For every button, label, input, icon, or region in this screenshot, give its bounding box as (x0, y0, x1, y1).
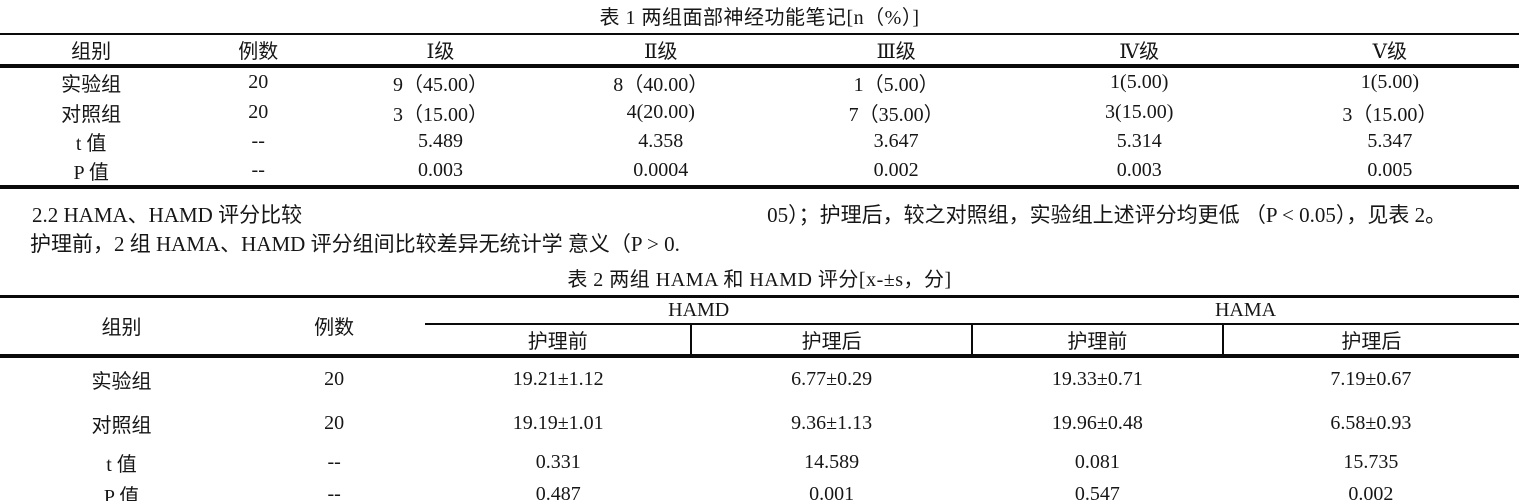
table-cell: 0.547 (1074, 483, 1120, 501)
body-text-line1: 2.2 HAMA、HAMD 评分比较 05）；护理后，较之对照组，实验组上述评分… (0, 201, 1519, 230)
table-cell: 3.647 (873, 130, 919, 152)
table-cell: 5.347 (1367, 130, 1413, 152)
table-cell: -- (251, 130, 265, 152)
table1-header-row: 组别 例数 Ⅰ级 Ⅱ级 Ⅲ级 Ⅳ级 Ⅴ级 (0, 34, 1519, 68)
table-cell: 20 (248, 71, 269, 93)
table-cell: 1（5.00） (853, 74, 939, 96)
table-cell: 19.21±1.12 (512, 367, 604, 390)
table-row-experimental: 实验组 20 19.21±1.12 6.77±0.29 19.33±0.71 7… (0, 356, 1519, 401)
table-cell: 4(20.00) (626, 100, 695, 123)
table-cell: P 值 (103, 486, 140, 501)
table-cell: 20 (324, 367, 345, 390)
body-text-block: 2.2 HAMA、HAMD 评分比较 05）；护理后，较之对照组，实验组上述评分… (0, 201, 1519, 259)
t1-header-grade3: Ⅲ级 (774, 34, 1018, 68)
table-cell: 5.314 (1116, 130, 1162, 152)
table-cell: 0.003 (1116, 159, 1162, 181)
table-cell: 19.96±0.48 (1051, 411, 1143, 434)
table1-facial-nerve-function: 组别 例数 Ⅰ级 Ⅱ级 Ⅲ级 Ⅳ级 Ⅴ级 实验组 20 9（45.00） 8（4… (0, 33, 1519, 189)
t1-header-grade2: Ⅱ级 (546, 34, 775, 68)
table-cell: 3(15.00) (1105, 100, 1174, 123)
table-cell: 8（40.00） (613, 74, 709, 96)
table-cell: P 值 (73, 162, 109, 184)
table-cell: 19.19±1.01 (512, 411, 604, 434)
table-row-experimental: 实验组 20 9（45.00） 8（40.00） 1（5.00） 1(5.00)… (0, 66, 1519, 97)
table-cell: 19.33±0.71 (1051, 367, 1143, 390)
table-cell: 7（35.00） (848, 103, 944, 126)
table-cell: 0.0004 (633, 159, 689, 181)
table-cell: -- (327, 483, 341, 501)
table-cell: 4.358 (638, 130, 684, 152)
t1-header-grade5: Ⅴ级 (1260, 34, 1519, 68)
table-cell: 20 (324, 411, 345, 434)
table-cell: -- (251, 159, 265, 181)
t2-header-cases: 例数 (243, 296, 426, 358)
table-cell: 0.003 (417, 159, 463, 181)
table-row-t-value: t 值 -- 0.331 14.589 0.081 15.735 (0, 446, 1519, 479)
table-cell: 0.487 (535, 483, 581, 501)
t2-subheader-hama-pre: 护理前 (971, 323, 1223, 358)
table-cell: 0.005 (1367, 159, 1413, 181)
table-cell: t 值 (106, 453, 137, 476)
table-cell: 0.002 (873, 159, 919, 181)
table2-hama-hamd-scores: 组别 例数 HAMD HAMA 护理前 护理后 护理前 护理后 实验组 20 1… (0, 295, 1519, 501)
table-cell: 9.36±1.13 (791, 411, 873, 434)
right-column-text: 05）；护理后，较之对照组，实验组上述评分均更低 （P < 0.05），见表 2… (767, 203, 1447, 227)
t2-subheader-hamd-pre: 护理前 (425, 323, 692, 358)
table-cell: 6.58±0.93 (1330, 411, 1412, 434)
table-cell: 0.081 (1074, 450, 1120, 473)
t1-header-group: 组别 (0, 34, 183, 68)
t1-header-grade1: Ⅰ级 (334, 34, 547, 68)
table-cell: 实验组 (91, 370, 152, 393)
t2-header-group: 组别 (0, 296, 244, 358)
section-heading: 2.2 HAMA、HAMD 评分比较 (32, 203, 303, 227)
table-cell: 20 (248, 100, 269, 123)
table-cell: 7.19±0.67 (1330, 367, 1412, 390)
table-cell: t 值 (75, 133, 107, 155)
table-row-control: 对照组 20 3（15.00） 4(20.00) 7（35.00） 3(15.0… (0, 97, 1519, 127)
table2-group-header-row: 组别 例数 HAMD HAMA (0, 296, 1519, 358)
table-cell: 3（15.00） (392, 103, 488, 126)
table-cell: 5.489 (417, 130, 463, 152)
table-row-p-value: P 值 -- 0.003 0.0004 0.002 0.003 0.005 (0, 156, 1519, 187)
table-cell: 9（45.00） (392, 74, 488, 96)
table-cell: 3（15.00） (1342, 103, 1438, 126)
table-cell: 0.331 (535, 450, 581, 473)
t2-subheader-hamd-post: 护理后 (690, 323, 973, 358)
table-cell: 14.589 (804, 450, 860, 473)
body-text-line2: 护理前，2 组 HAMA、HAMD 评分组间比较差异无统计学 意义（P > 0. (0, 230, 1519, 259)
t1-header-cases: 例数 (182, 34, 335, 68)
t2-header-hama: HAMA (972, 296, 1519, 325)
table2-title: 表 2 两组 HAMA 和 HAMD 评分[x-±s，分] (567, 269, 952, 291)
table-cell: 0.002 (1348, 483, 1394, 501)
table-cell: -- (327, 450, 341, 473)
table-cell: 15.735 (1343, 450, 1399, 473)
table-cell: 实验组 (61, 74, 122, 96)
left-column-text: 护理前，2 组 HAMA、HAMD 评分组间比较差异无统计学 意义（P > 0. (30, 232, 680, 256)
table-row-t-value: t 值 -- 5.489 4.358 3.647 5.314 5.347 (0, 127, 1519, 156)
t2-header-hamd: HAMD (425, 296, 973, 325)
t2-subheader-hama-post: 护理后 (1221, 323, 1519, 358)
table2-subheader-row: 护理前 护理后 护理前 护理后 (0, 323, 1519, 358)
table-cell: 1(5.00) (1110, 71, 1169, 93)
table-row-control: 对照组 20 19.19±1.01 9.36±1.13 19.96±0.48 6… (0, 401, 1519, 446)
table-cell: 6.77±0.29 (791, 367, 873, 390)
table1-title: 表 1 两组面部神经功能笔记[n（%）] (599, 7, 920, 29)
t1-header-grade4: Ⅳ级 (1017, 34, 1261, 68)
table-cell: 对照组 (91, 414, 152, 437)
table-row-p-value: P 值 -- 0.487 0.001 0.547 0.002 (0, 479, 1519, 501)
table-cell: 0.001 (809, 483, 855, 501)
table-cell: 对照组 (61, 103, 122, 126)
table-cell: 1(5.00) (1360, 71, 1420, 93)
